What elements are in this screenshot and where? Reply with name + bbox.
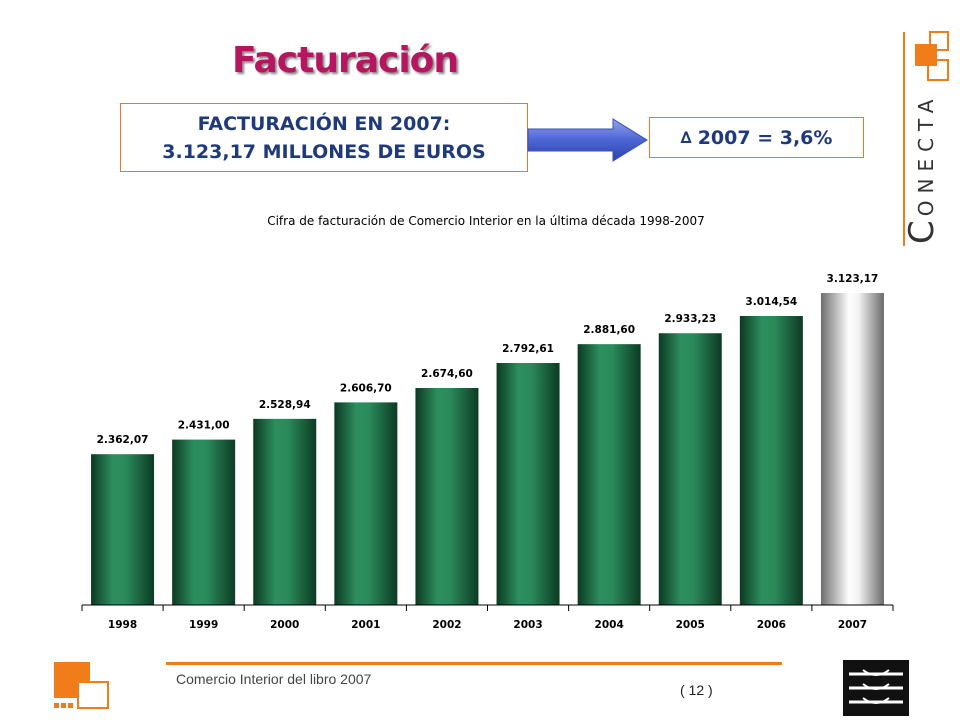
x-tick-label-2000: 2000: [270, 619, 299, 631]
bar-1998: [91, 454, 155, 605]
bar-1999: [172, 439, 236, 605]
data-label-2001: 2.606,70: [340, 382, 392, 394]
x-tick-label-2001: 2001: [351, 619, 380, 631]
x-tick-label-1999: 1999: [189, 619, 218, 631]
page-number: ( 12 ): [680, 682, 713, 698]
summary-box: FACTURACIÓN EN 2007: 3.123,17 MILLONES D…: [120, 103, 528, 172]
x-tick-label-2003: 2003: [513, 619, 542, 631]
x-tick-label-2004: 2004: [595, 619, 624, 631]
brand-logo-icon: [903, 31, 949, 246]
footer-divider: [166, 662, 782, 665]
data-label-2003: 2.792,61: [502, 343, 554, 355]
summary-line-2: 3.123,17 MILLONES DE EUROS: [162, 140, 486, 163]
data-label-2000: 2.528,94: [259, 399, 311, 411]
data-label-1998: 2.362,07: [97, 434, 149, 446]
growth-box: ∆ 2007 = 3,6%: [649, 117, 864, 158]
data-label-1999: 2.431,00: [178, 420, 230, 432]
x-tick-label-2007: 2007: [838, 619, 867, 631]
publisher-logo-icon: [843, 660, 909, 716]
bar-2002: [415, 388, 479, 605]
bar-2003: [496, 363, 560, 605]
footer-logo-icon: [54, 662, 109, 709]
summary-line-1: FACTURACIÓN EN 2007:: [197, 112, 451, 135]
right-arrow-icon: [527, 118, 648, 162]
footer-text: Comercio Interior del libro 2007: [176, 671, 372, 687]
x-tick-label-2006: 2006: [757, 619, 786, 631]
bar-2004: [577, 344, 641, 605]
bar-2007: [820, 293, 884, 605]
bar-2005: [658, 333, 722, 605]
x-tick-label-2005: 2005: [676, 619, 705, 631]
data-label-2006: 3.014,54: [745, 296, 797, 308]
x-tick-label-2002: 2002: [432, 619, 461, 631]
data-label-2007: 3.123,17: [827, 273, 879, 285]
x-tick-label-1998: 1998: [108, 619, 137, 631]
delta-icon: ∆: [680, 128, 692, 147]
page-title: Facturación: [232, 40, 459, 81]
growth-text: 2007 = 3,6%: [697, 126, 833, 149]
data-label-2002: 2.674,60: [421, 368, 473, 380]
data-label-2004: 2.881,60: [583, 324, 635, 336]
bar-2001: [334, 402, 398, 605]
bar-2006: [739, 316, 803, 605]
bar-2000: [253, 418, 317, 605]
bar-chart: 2.362,07 2.431,00 2.528,94 2.606,70 2.674,60…: [81, 273, 894, 631]
data-label-2005: 2.933,23: [664, 313, 716, 325]
chart-title: Cifra de facturación de Comercio Interio…: [267, 214, 705, 228]
